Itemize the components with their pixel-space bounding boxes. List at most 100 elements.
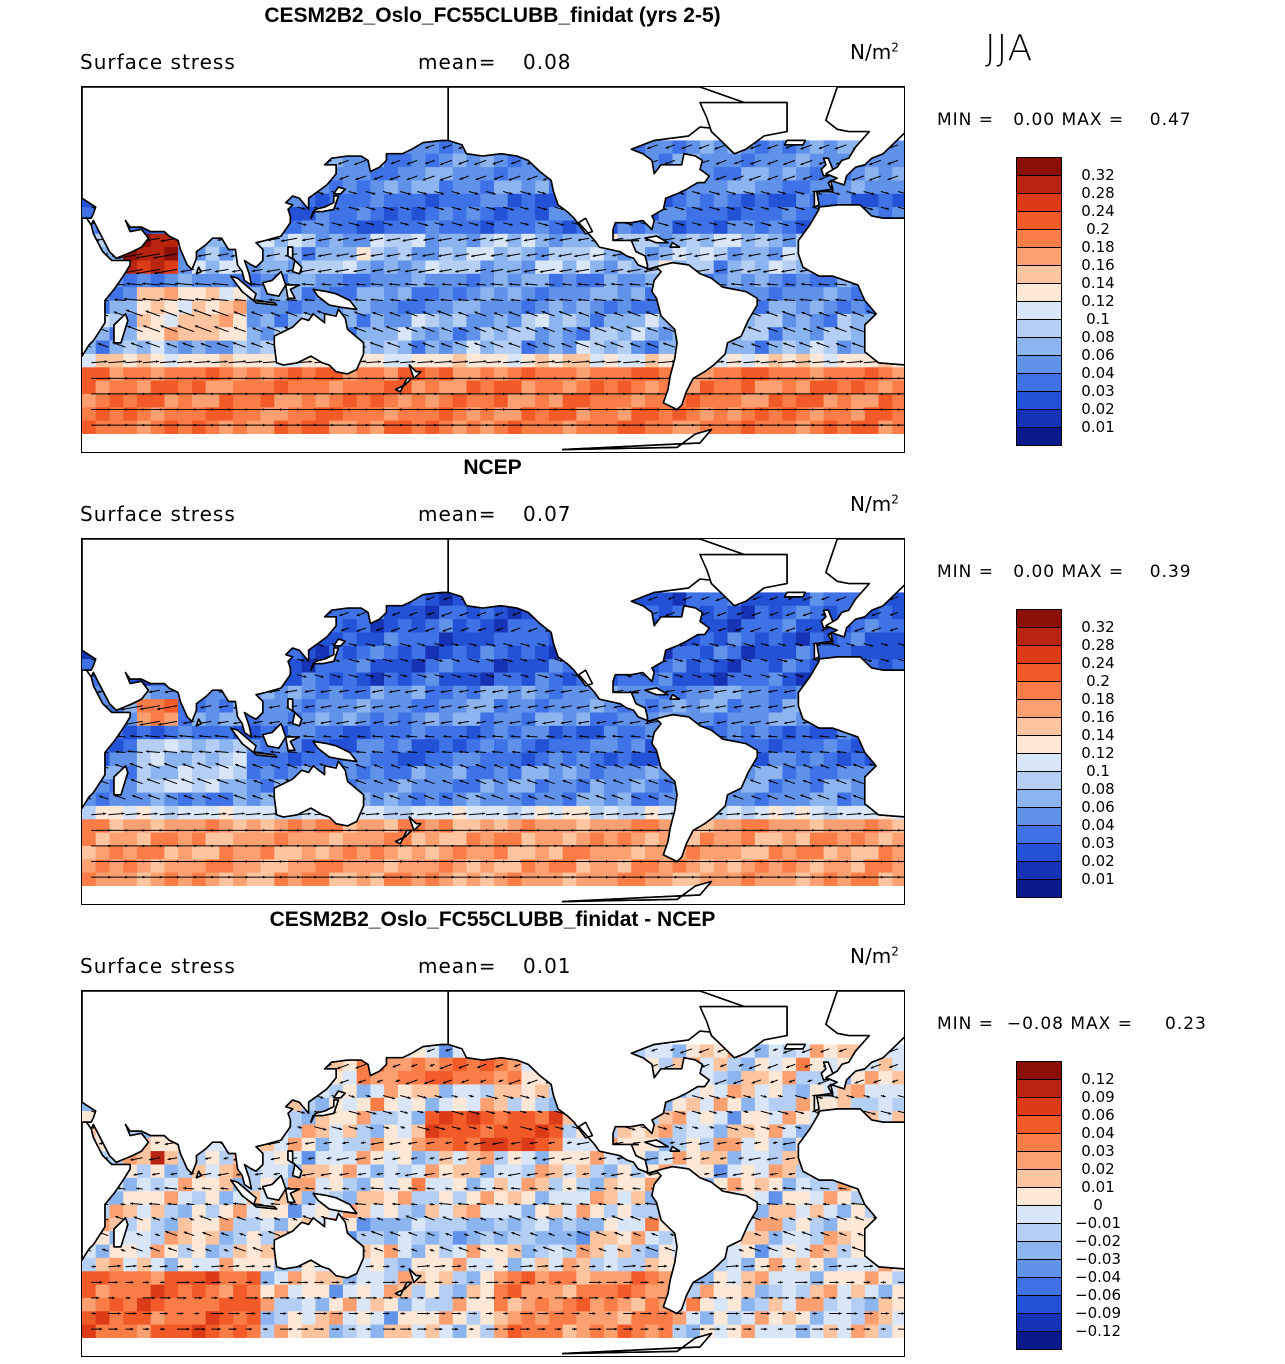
field-cell [878,420,893,435]
field-cell [82,420,97,435]
vector-head [783,178,787,181]
field-cell [686,207,701,221]
field-cell [288,220,303,235]
field-cell [562,672,577,687]
field-cell [796,300,811,315]
field-cell [439,859,454,874]
field-cell [727,367,742,382]
field-cell [219,393,234,408]
field-cell [384,605,399,620]
field-cell [136,872,152,887]
field-cell [370,645,385,660]
field-cell [548,300,564,315]
field-cell [205,699,220,713]
field-cell [397,832,413,847]
field-cell [191,779,207,794]
field-cell [150,380,165,395]
field-cell [494,367,509,382]
field-cell [301,859,316,874]
field-cell [370,367,385,382]
field-cell [507,712,522,727]
vector-head [302,207,306,210]
vector-head [489,238,493,242]
field-cell [768,592,783,607]
field-cell [205,327,220,342]
field-cell [741,872,756,887]
vector-head [458,146,462,149]
field-cell [150,233,165,248]
field-cell [700,233,715,248]
field-cell [686,407,701,422]
field-cell [507,247,522,261]
legend-swatch [1016,337,1062,355]
field-cell [713,872,728,887]
field-cell [356,739,371,754]
vector-head [577,282,581,286]
vector-head [424,298,428,302]
vector-head [618,360,622,364]
field-cell [823,367,838,382]
vector-head [349,254,353,258]
vector-head [516,360,520,363]
field-cell [809,739,825,754]
field-cell [837,353,852,368]
vector-head [232,342,236,345]
field-cell [535,712,550,727]
vector-head [251,269,255,273]
vector-head [370,254,374,257]
field-cell [809,407,825,422]
field-cell [603,300,619,315]
field-cell [754,632,770,647]
vector-head [457,282,461,286]
field-cell [191,832,207,847]
field-cell [507,659,522,673]
field-cell [851,632,866,647]
field-cell [205,712,220,727]
field-cell [301,260,316,275]
vector-head [731,342,735,346]
field-cell [507,167,522,181]
field-cell [548,260,564,275]
vector-head [371,222,375,226]
field-cell [521,779,536,794]
field-cell [603,739,619,754]
vector-head [645,311,650,315]
field-cell [233,393,248,408]
vector-head [405,222,409,226]
field-cell [658,340,674,355]
field-cell [864,420,880,435]
field-cell [384,645,399,660]
field-cell [342,725,358,740]
field-cell [507,859,522,874]
field-cell [782,672,797,687]
vector-head [127,325,131,329]
vector-head [526,253,530,257]
field-cell [658,247,674,261]
field-cell [301,872,316,887]
vector-head [647,327,651,331]
field-cell [494,327,509,342]
field-cell [768,407,783,422]
field-cell [123,420,138,435]
field-cell [178,779,193,794]
field-cell [356,685,371,700]
field-cell [123,725,138,740]
units-label: N/m2 [850,492,899,516]
field-cell [754,407,770,422]
field-cell [136,779,152,794]
field-cell [892,380,904,395]
field-cell [713,380,728,395]
field-cell [356,819,371,834]
field-cell [631,845,646,860]
field-cell [233,765,248,780]
field-cell [397,393,413,408]
field-cell [164,699,179,713]
field-cell [494,340,509,355]
field-cell [823,300,838,315]
vector-head [412,360,416,364]
field-cell [136,819,152,834]
vector-head [801,223,805,226]
vector-head [138,360,142,363]
field-cell [590,300,605,315]
legend-level-label: 0.01 [1081,418,1115,436]
